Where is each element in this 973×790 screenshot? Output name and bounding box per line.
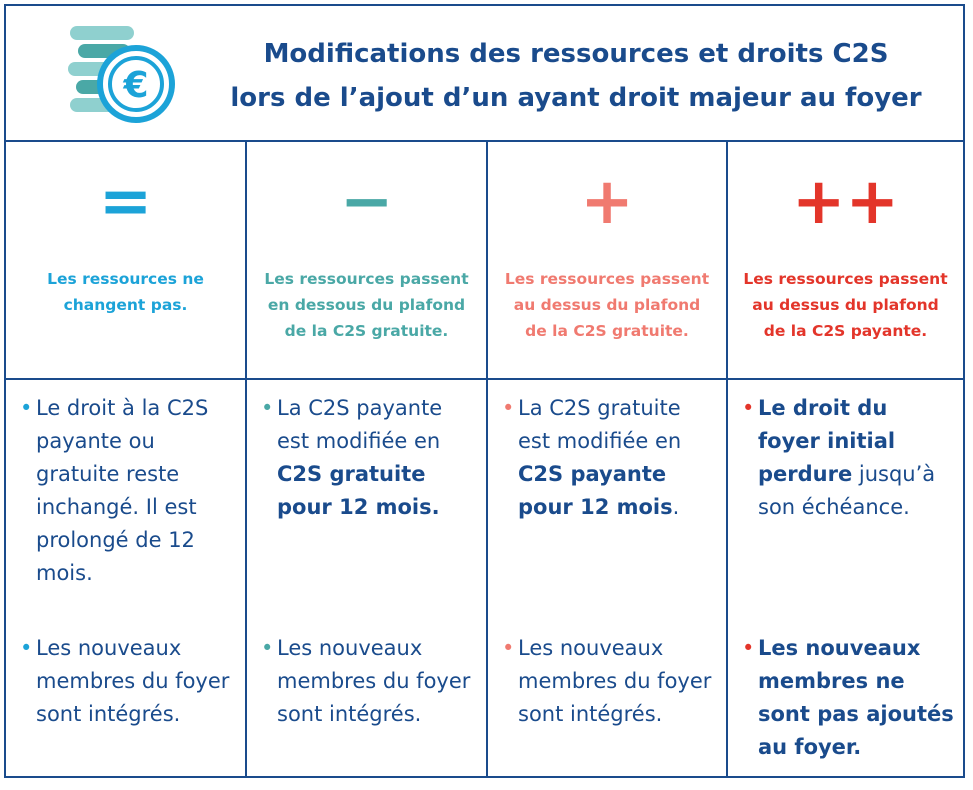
bullet-text: jusqu’à son échéance. <box>758 462 936 519</box>
description: Les ressources passent au dessus du plaf… <box>743 270 948 340</box>
bullet-dot: • <box>742 636 755 660</box>
bullet-dot: • <box>20 396 33 420</box>
svg-text:€: € <box>122 65 148 106</box>
bullet-text: C2S gratuite pour 12 mois. <box>277 462 440 519</box>
bullet-text: Les nouveaux membres du foyer sont intég… <box>277 636 471 726</box>
title-line: Modifications des ressources et droits C… <box>263 39 889 69</box>
description: Les ressources passent au dessus du plaf… <box>504 270 710 340</box>
bullet-text: Le droit du foyer initial perdure <box>758 396 896 486</box>
bullet-text: Les nouveaux membres du foyer sont intég… <box>36 636 230 726</box>
bullet: • Les nouveaux membres du foyer sont inté… <box>261 632 473 731</box>
column-header: + Les ressources passent au dessus du pla… <box>488 142 726 380</box>
bullet-dot: • <box>20 636 33 660</box>
symbol: + <box>580 165 634 239</box>
bullet: • Les nouveaux membres du foyer sont inté… <box>502 632 714 731</box>
column-header: = Les ressources ne changent pas. <box>6 142 245 380</box>
bullet-text: Les nouveaux membres du foyer sont intég… <box>518 636 712 726</box>
symbol: − <box>339 165 394 239</box>
column: = Les ressources ne changent pas. • Le droi… <box>6 142 247 776</box>
bullet-dot: • <box>742 396 755 420</box>
symbol: = <box>98 165 153 239</box>
coins-icon: € <box>68 26 175 123</box>
bullet: • Les nouveaux membres du foyer sont inté… <box>20 632 232 731</box>
column: ++ Les ressources passent au dessus du pl… <box>728 142 963 776</box>
bullet-dot: • <box>261 636 274 660</box>
header: € Modifications des ressources et droits… <box>6 6 963 142</box>
bullet-text: La C2S gratuite est modifiée en <box>518 396 682 453</box>
bullet: • Le droit à la C2S payante ou gratuite r… <box>20 392 232 590</box>
bullet-dot: • <box>502 636 515 660</box>
bullet-text: . <box>672 495 680 519</box>
infographic: € Modifications des ressources et droits… <box>4 4 965 778</box>
bullet-dot: • <box>261 396 274 420</box>
bullet: • Le droit du foyer initial perdure jusqu… <box>742 392 954 524</box>
bullet-text: C2S payante pour 12 mois <box>518 462 673 519</box>
column-header: − Les ressources passent en dessous du pl… <box>247 142 486 380</box>
bullet: • Les nouveaux membres ne sont pas ajouté… <box>742 632 954 764</box>
columns: = Les ressources ne changent pas. • Le droi… <box>6 142 963 776</box>
bullet: • La C2S payante est modifiée en C2S grat… <box>261 392 473 524</box>
title: Modifications des ressources et droits C… <box>196 32 956 120</box>
bullet: • La C2S gratuite est modifiée en C2S pay… <box>502 392 714 524</box>
column: + Les ressources passent au dessus du pla… <box>488 142 728 776</box>
symbol: ++ <box>791 165 900 239</box>
bullet-text: La C2S payante est modifiée en <box>277 396 443 453</box>
description: Les ressources ne changent pas. <box>47 270 204 314</box>
description: Les ressources passent en dessous du pla… <box>264 270 469 340</box>
bullet-dot: • <box>502 396 515 420</box>
bullet-text: Le droit à la C2S payante ou gratuite re… <box>36 396 209 585</box>
title-line: lors de l’ajout d’un ayant droit majeur … <box>230 83 922 113</box>
bullet-text: Les nouveaux membres ne sont pas ajoutés… <box>758 636 954 759</box>
column: − Les ressources passent en dessous du pl… <box>247 142 488 776</box>
column-header: ++ Les ressources passent au dessus du pl… <box>728 142 963 380</box>
